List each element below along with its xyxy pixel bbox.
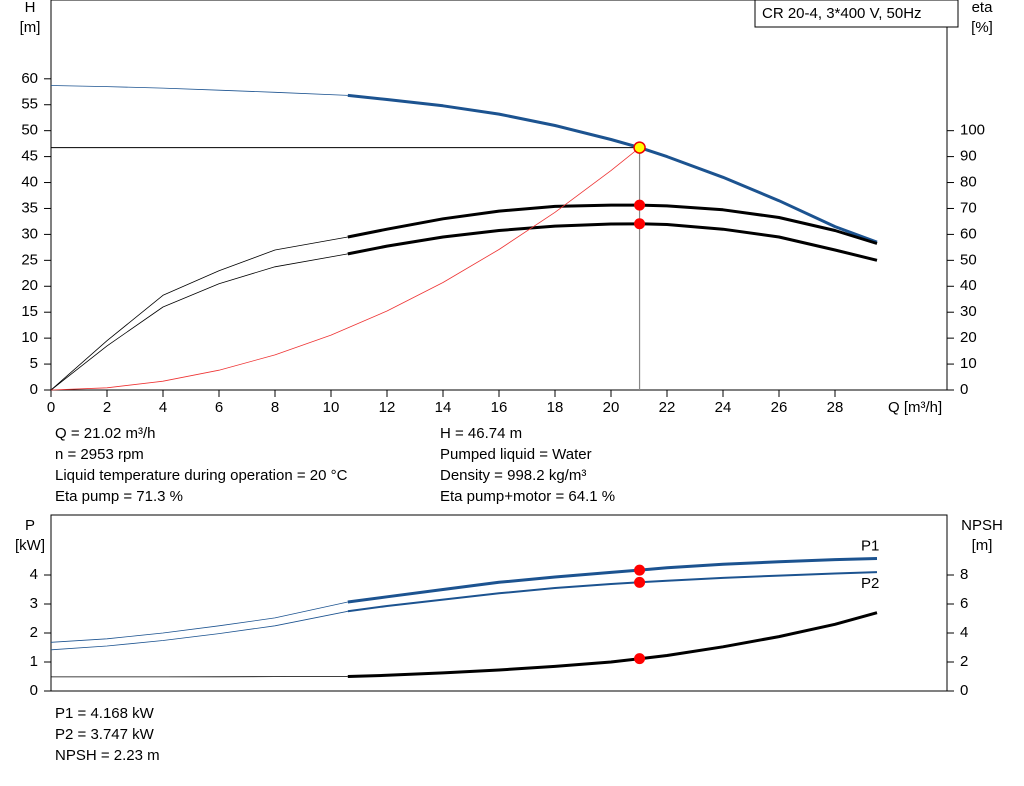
y2-tick-label: 30 [960,303,977,320]
y2-tick-label: 50 [960,251,977,268]
x-tick-label: 2 [103,399,111,416]
y-tick-label: 50 [21,122,38,139]
y-tick-label: 3 [30,595,38,612]
x-tick-label: 8 [271,399,279,416]
x-tick-label: 28 [827,399,844,416]
x-tick-label: 6 [215,399,223,416]
x-tick-label: 14 [435,399,452,416]
y-tick-label: 30 [21,225,38,242]
duty-marker [634,565,645,576]
duty-marker [634,577,645,588]
y-tick-label: 5 [30,355,38,372]
y-tick-label: 35 [21,199,38,216]
x-tick-label: 18 [547,399,564,416]
y2-tick-label: 60 [960,225,977,242]
info-line: Density = 998.2 kg/m³ [440,467,586,484]
info-line: NPSH = 2.23 m [55,747,160,764]
y2-tick-label: 70 [960,199,977,216]
y-axis-label: P [25,517,35,534]
y-tick-label: 0 [30,682,38,699]
y2-tick-label: 2 [960,653,968,670]
info-line: n = 2953 rpm [55,446,144,463]
x-tick-label: 12 [379,399,396,416]
y-tick-label: 15 [21,303,38,320]
x-tick-label: 26 [771,399,788,416]
y2-tick-label: 6 [960,595,968,612]
y2-tick-label: 0 [960,381,968,398]
y-tick-label: 0 [30,381,38,398]
duty-marker [634,200,645,211]
y2-tick-label: 10 [960,355,977,372]
y2-tick-label: 80 [960,174,977,191]
x-tick-label: 20 [603,399,620,416]
info-line: P1 = 4.168 kW [55,705,155,722]
y-tick-label: 40 [21,174,38,191]
y2-axis-label: eta [972,0,994,16]
y2-tick-label: 0 [960,682,968,699]
y2-tick-label: 20 [960,329,977,346]
y-tick-label: 55 [21,96,38,113]
y-tick-label: 20 [21,277,38,294]
duty-marker [634,653,645,664]
x-tick-label: 16 [491,399,508,416]
info-line: Liquid temperature during operation = 20… [55,467,348,484]
y2-tick-label: 100 [960,122,985,139]
y2-tick-label: 40 [960,277,977,294]
y-tick-label: 25 [21,251,38,268]
info-line: Pumped liquid = Water [440,446,592,463]
y-axis-label: [m] [20,19,41,36]
info-line: H = 46.74 m [440,425,522,442]
y2-tick-label: 90 [960,148,977,165]
x-tick-label: 10 [323,399,340,416]
x-tick-label: 22 [659,399,676,416]
chart-title: CR 20-4, 3*400 V, 50Hz [762,5,922,22]
y-tick-label: 4 [30,566,38,583]
curve-label: P1 [861,537,879,554]
info-line: Eta pump+motor = 64.1 % [440,488,615,505]
y-axis-label: [kW] [15,537,45,554]
x-tick-label: 4 [159,399,167,416]
duty-marker [634,142,645,153]
y-axis-label: H [25,0,36,16]
x-axis-label: Q [m³/h] [888,399,942,416]
y-tick-label: 60 [21,70,38,87]
x-tick-label: 0 [47,399,55,416]
y-tick-label: 45 [21,148,38,165]
x-tick-label: 24 [715,399,732,416]
info-line: Eta pump = 71.3 % [55,488,183,505]
curve-label: P2 [861,575,879,592]
duty-marker [634,218,645,229]
y2-axis-label: [m] [972,537,993,554]
y2-axis-label: NPSH [961,517,1003,534]
info-line: Q = 21.02 m³/h [55,425,155,442]
y2-tick-label: 8 [960,566,968,583]
y2-tick-label: 4 [960,624,968,641]
y-tick-label: 2 [30,624,38,641]
y2-axis-label: [%] [971,19,993,36]
y-tick-label: 10 [21,329,38,346]
y-tick-label: 1 [30,653,38,670]
info-line: P2 = 3.747 kW [55,726,155,743]
